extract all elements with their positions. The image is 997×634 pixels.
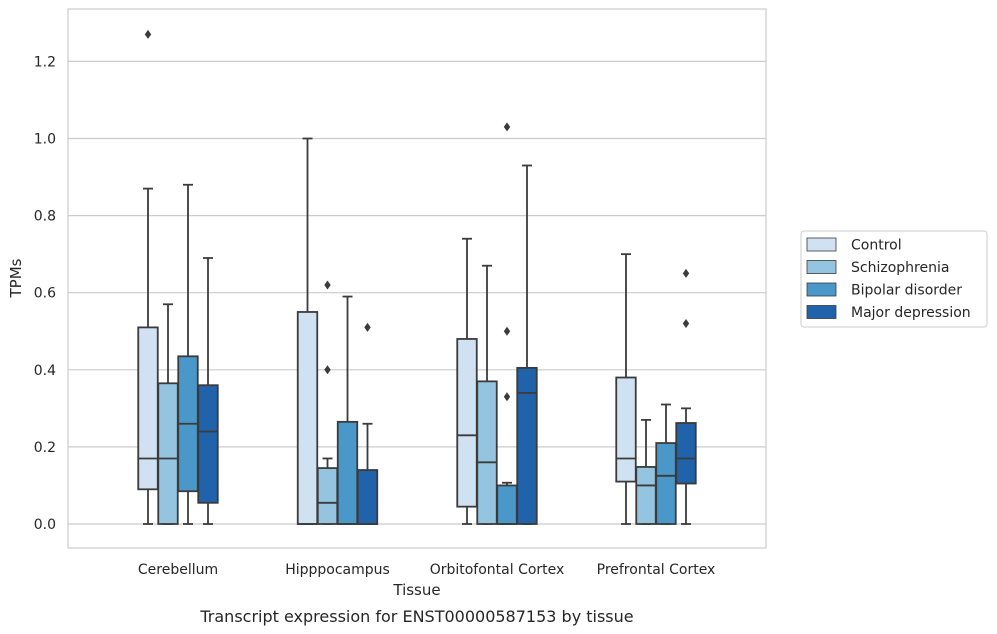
legend-label: Major depression xyxy=(851,305,971,321)
box-major-depression xyxy=(516,164,538,525)
box-iqr xyxy=(137,326,159,491)
y-axis-label: TPMs xyxy=(7,258,25,298)
y-tick-label: 0.2 xyxy=(34,440,56,456)
box-major-depression xyxy=(197,257,219,525)
outlier-point xyxy=(682,319,690,329)
y-tick-labels: 0.0 0.2 0.4 0.6 0.8 1.0 1.2 xyxy=(34,54,56,533)
box-iqr xyxy=(456,338,478,508)
x-tick-label: Orbitofontal Cortex xyxy=(430,562,565,578)
box-major-depression xyxy=(356,322,379,525)
y-tick-label: 1.2 xyxy=(34,54,56,70)
outlier-point xyxy=(324,280,331,290)
legend-label: Control xyxy=(851,238,902,254)
outlier-point xyxy=(503,326,511,336)
outlier-point xyxy=(503,392,511,402)
box-major-depression xyxy=(675,268,697,525)
box-control xyxy=(456,237,478,525)
box-iqr xyxy=(615,376,637,483)
legend-swatch xyxy=(806,237,837,252)
legend-label: Schizophrenia xyxy=(851,260,949,276)
box-schizophrenia xyxy=(476,264,498,525)
y-tick-label: 0.4 xyxy=(34,363,56,379)
box-iqr xyxy=(356,469,379,525)
box-iqr xyxy=(655,442,677,525)
boxes xyxy=(137,29,697,525)
box-iqr xyxy=(496,484,518,525)
legend: Control Schizophrenia Bipolar disorder Majo… xyxy=(800,230,988,328)
outlier-point xyxy=(364,322,371,332)
box-schizophrenia xyxy=(635,419,657,525)
outlier-point xyxy=(324,365,331,375)
box-bipolar-disorder xyxy=(336,295,359,525)
box-iqr xyxy=(476,380,498,525)
x-tick-label: Cerebellum xyxy=(138,562,218,578)
box-iqr xyxy=(197,384,219,504)
outlier-point xyxy=(682,268,690,278)
box-iqr xyxy=(516,366,538,525)
outlier-point xyxy=(144,29,152,39)
y-tick-label: 0.0 xyxy=(34,517,56,533)
legend-swatch xyxy=(806,305,837,319)
box-control xyxy=(137,29,159,525)
x-tick-labels: Cerebellum Hipppocampus Orbitofontal Corte… xyxy=(138,562,715,578)
box-control xyxy=(615,253,637,525)
x-tick-label: Prefrontal Cortex xyxy=(597,562,716,578)
box-iqr xyxy=(675,422,697,485)
box-bipolar-disorder xyxy=(177,183,199,525)
y-tick-label: 1.0 xyxy=(34,132,56,148)
box-iqr xyxy=(336,420,359,525)
y-tick-label: 0.8 xyxy=(34,209,56,225)
outlier-point xyxy=(503,122,511,132)
chart-caption: Transcript expression for ENST0000058715… xyxy=(199,607,633,626)
box-iqr xyxy=(157,382,179,525)
y-tick-label: 0.6 xyxy=(34,286,56,302)
legend-swatch xyxy=(806,282,837,297)
legend-frame xyxy=(800,230,988,328)
box-control xyxy=(296,137,319,525)
legend-swatch xyxy=(806,260,837,274)
box-iqr xyxy=(316,467,339,525)
box-iqr xyxy=(635,466,657,525)
legend-label: Bipolar disorder xyxy=(851,283,962,299)
x-tick-label: Hipppocampus xyxy=(285,562,390,578)
plot-frame xyxy=(67,8,767,549)
box-iqr xyxy=(296,311,319,525)
x-axis-label: Tissue xyxy=(392,581,440,599)
